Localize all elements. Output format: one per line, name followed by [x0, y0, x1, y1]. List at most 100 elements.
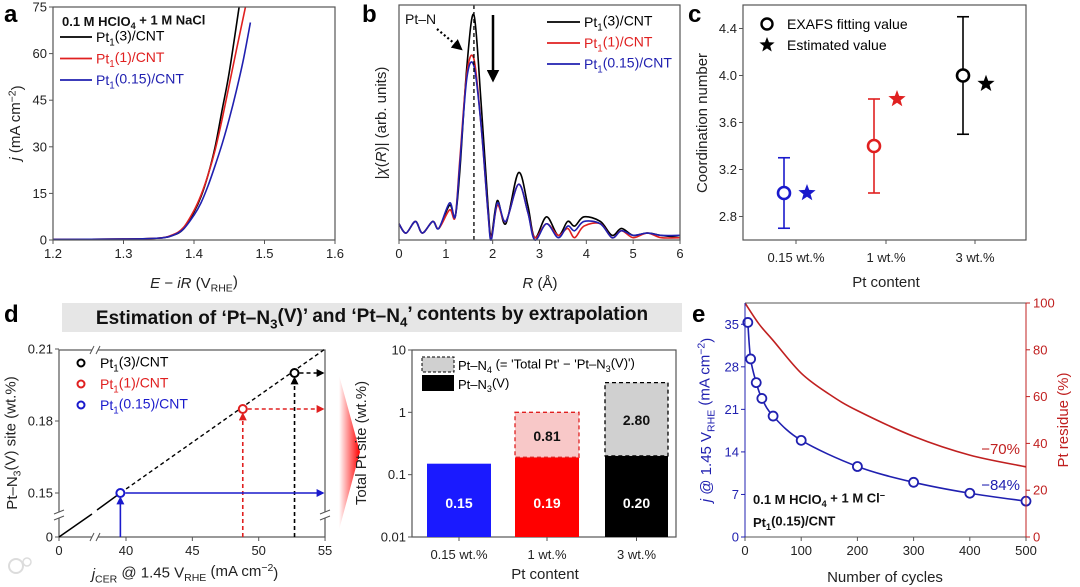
current-line	[747, 322, 1027, 502]
axis-break-icon	[319, 509, 331, 521]
y-tick-label: 7	[732, 487, 739, 502]
legend-label: Pt1(3)/CNT	[96, 28, 165, 49]
y-axis-label: j @ 1.45 VRHE (mA cm−2)	[696, 338, 718, 504]
panel-a: 1.2 1.3 1.4 1.5 1.6 0 15 30 45 60 75 0.1 M HClO4 + …	[6, 0, 344, 295]
axis-break-icon	[89, 345, 101, 355]
x-tick-label: 400	[959, 543, 981, 558]
x-tick-label: 55	[318, 543, 332, 558]
legend-label: Pt–N4 (= 'Total Pt' − 'Pt–N3(V)')	[458, 355, 635, 375]
axis-break-gap	[322, 512, 328, 518]
legend-label: Estimated value	[787, 37, 887, 53]
x-axis-label: R (Å)	[522, 275, 557, 292]
current-point	[795, 434, 807, 446]
current-point	[767, 410, 779, 422]
legend-label: Pt1(0.15)/CNT	[584, 55, 672, 76]
panel-d: Estimation of ‘Pt–N3(V)’ and ‘Pt–N4’ con…	[2, 303, 682, 586]
star-marker	[888, 90, 906, 107]
x-tick-label: 500	[1015, 543, 1037, 558]
x-tick-label: 5	[630, 246, 637, 261]
legend-label: Pt1(0.15)/CNT	[100, 396, 188, 417]
axis-break-gap	[92, 347, 98, 353]
y-axis-label: j (mA cm−2)	[6, 85, 26, 162]
x-tick-label: 45	[185, 543, 199, 558]
series-line	[398, 54, 681, 239]
bar-value-label: 0.20	[623, 495, 650, 511]
x-tick-label: 100	[790, 543, 812, 558]
red-arrow-icon	[339, 375, 360, 530]
x-tick-label: 1.2	[44, 246, 62, 261]
x-tick-label: 50	[251, 543, 265, 558]
x-tick-label: 0	[741, 543, 748, 558]
y-tick-label: 0	[40, 233, 47, 248]
x-tick-label: 6	[676, 246, 683, 261]
bar-pt-n4	[514, 411, 580, 458]
panel-letter: c	[688, 1, 701, 28]
pt-residue-line	[744, 302, 1027, 468]
axis-break-gap	[92, 534, 98, 540]
bar-pt-n3v	[515, 457, 579, 537]
x-tick-label: 300	[903, 543, 925, 558]
axis-break-icon	[89, 532, 101, 542]
star-marker	[759, 37, 775, 52]
x-axis-label: Pt content	[852, 274, 920, 291]
y-axis-label: Coordination number	[694, 53, 711, 193]
legend-label: Pt1(1)/CNT	[100, 375, 169, 396]
current-point	[908, 476, 919, 488]
x-tick-label: 3 wt.%	[955, 250, 994, 265]
legend-label: Pt–N3(V)	[458, 376, 509, 395]
x-tick-label: 0	[395, 246, 402, 261]
electrolyte-annotation: 0.1 M HClO4 + 1 M Cl−	[753, 491, 885, 510]
y-tick-label: 100	[1033, 296, 1055, 311]
data-point	[237, 404, 248, 414]
bar-pt-n3v	[605, 455, 668, 537]
y-axis-label: Pt residue (%)	[1055, 372, 1072, 467]
current-point	[750, 377, 762, 389]
series-line	[398, 61, 681, 241]
y-tick-label: 30	[33, 139, 47, 154]
y-tick-label: 4.4	[719, 21, 737, 36]
x-tick-label: 0.15 wt.%	[767, 250, 825, 265]
fit-line	[58, 513, 93, 538]
y-tick-label: 0.1	[388, 467, 406, 482]
dotted-arrow-icon	[436, 28, 463, 51]
legend-label: Pt1(0.15)/CNT	[96, 71, 184, 92]
y-axis-label: Total Pt site (wt.%)	[353, 381, 370, 505]
y-tick-label: 3.2	[719, 162, 737, 177]
current-point	[852, 461, 863, 472]
x-tick-label: 1	[442, 246, 449, 261]
x-tick-label: 1.6	[326, 246, 344, 261]
panel-letter: a	[4, 1, 18, 28]
title-banner	[62, 303, 682, 332]
y-tick-label: 20	[1033, 483, 1047, 498]
y-tick-label: 45	[33, 93, 47, 108]
y-tick-label: 1	[399, 405, 406, 420]
legend-circle-icon	[760, 17, 774, 31]
x-tick-label: 1.5	[255, 246, 273, 261]
x-tick-label: 1.4	[185, 246, 203, 261]
bar-value-label: 0.15	[445, 495, 472, 511]
electrolyte-annotation: 0.1 M HClO4 + 1 M NaCl	[62, 13, 205, 32]
y-axis-label: |χ(R)| (arb. units)	[373, 67, 390, 180]
y-tick-label: 0.01	[381, 530, 406, 545]
x-tick-label: 200	[847, 543, 869, 558]
panel-title: Estimation of ‘Pt–N3(V)’ and ‘Pt–N4’ con…	[96, 304, 648, 332]
exafs-point	[776, 185, 792, 201]
bar-value-label: 0.19	[533, 495, 560, 511]
watermark-ring	[22, 557, 32, 567]
y-tick-label: 80	[1033, 342, 1047, 357]
panel-c: 2.8 3.2 3.6 4.0 4.4 0.15 wt.% 1 wt.% 3 wt.% EXAF…	[694, 4, 1027, 291]
panel-letter: d	[4, 301, 19, 328]
y-tick-label: 3.6	[719, 115, 737, 130]
legend-swatch	[422, 375, 454, 391]
x-tick-label: 2	[489, 246, 496, 261]
y-tick-label: 60	[1033, 389, 1047, 404]
y-axis-label: Pt–N3(V) site (wt.%)	[2, 376, 23, 509]
residue-change-label: −70%	[981, 441, 1020, 458]
x-tick-label: 3 wt.%	[617, 547, 656, 562]
panel-e: 0 100 200 300 400 5000714212835020406080100−7…	[696, 296, 1072, 587]
watermark-logo	[8, 557, 32, 574]
y-tick-label: 0.15	[28, 486, 53, 501]
x-tick-label: 1 wt.%	[527, 547, 566, 562]
panel-b: 0 1 2 3 4 5 6 Pt–N Pt1(3)/CNTPt1(1)/CNTPt1(0.15)…	[373, 4, 684, 292]
